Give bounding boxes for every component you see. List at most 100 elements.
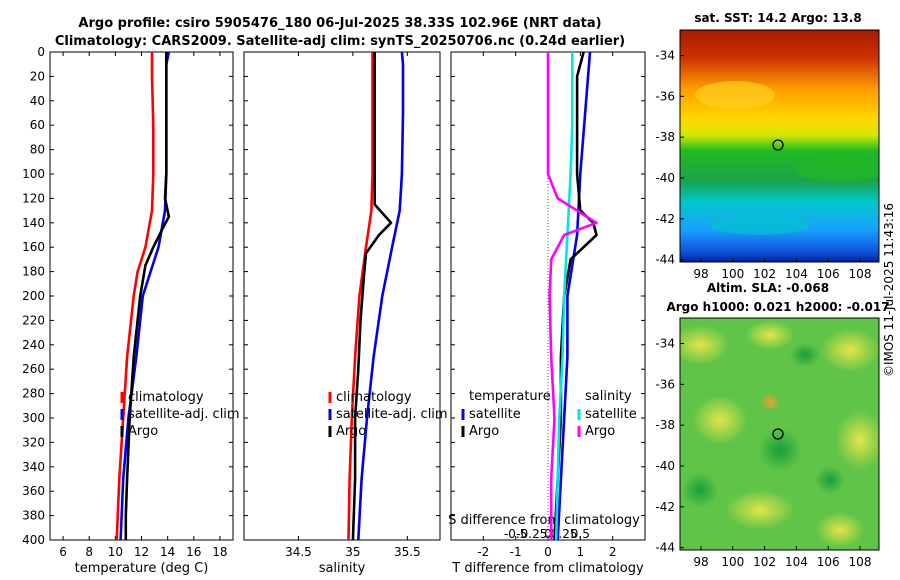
map-y-tick-label: -34 [655, 337, 675, 351]
y-tick-label: 300 [22, 411, 45, 425]
sla-blob [790, 343, 820, 367]
s-tick-label: 0.5 [571, 527, 590, 541]
main-title-line1: Argo profile: csiro 5905476_180 06-Jul-2… [78, 16, 601, 31]
legend-label: climatology [128, 390, 204, 405]
x-tick-label: 35.5 [394, 545, 421, 559]
y-tick-label: 280 [22, 387, 45, 401]
y-tick-label: 80 [30, 143, 45, 157]
legend-label: satellite [585, 407, 637, 422]
map-x-tick-label: 106 [817, 555, 840, 569]
y-tick-label: 40 [30, 94, 45, 108]
y-tick-label: 100 [22, 167, 45, 181]
sla-argo-marker [772, 428, 784, 440]
map-x-tick-label: 108 [849, 267, 872, 281]
legend-label: satellite-adj. clim [336, 407, 448, 422]
series-line-temperature-satellite [556, 51, 592, 541]
x-tick-label: 10 [108, 545, 123, 559]
sla-blob [815, 512, 865, 548]
map-y-tick-label: -34 [655, 49, 675, 63]
y-tick-label: 200 [22, 289, 45, 303]
series-line-argo [351, 52, 393, 541]
series-line-argo [124, 52, 171, 540]
sst-title: sat. SST: 14.2 Argo: 13.8 [694, 11, 861, 25]
salinity-panel: 34.5 35 35.5 salinity climatology satellite-a… [243, 51, 448, 576]
map-x-tick-label: 102 [753, 267, 776, 281]
y-tick-label: 20 [30, 69, 45, 83]
s-tick-label: 0 [544, 527, 552, 541]
sst-warm-patch [695, 81, 775, 109]
s-tick-label: -0.5 [504, 527, 527, 541]
map-y-tick-label: -36 [655, 377, 675, 391]
legend-label: Argo [128, 424, 158, 439]
map-x-tick-label: 100 [721, 555, 744, 569]
x-tick-label: 18 [212, 545, 227, 559]
map-x-tick-label: 98 [693, 267, 708, 281]
x-tick-label: 0 [544, 545, 552, 559]
series-line-satellite-adj-clim [357, 51, 405, 541]
legend-title-salinity: salinity [585, 389, 632, 404]
x-axis-label: temperature (deg C) [75, 561, 209, 576]
y-tick-label: 340 [22, 460, 45, 474]
y-tick-label: 240 [22, 338, 45, 352]
sla-map [680, 318, 879, 550]
sst-cool-patch [795, 158, 879, 182]
sla-title-1: Altim. SLA: -0.068 [707, 281, 829, 295]
watermark: ©IMOS 11-Jul-2025 11:43:16 [882, 203, 896, 377]
temperature-panel: 0 20 40 60 80 100 120 140 160 180 200 220 240 260 280 3… [22, 45, 240, 576]
sla-axes: 98 100 102 104 106 108 -34 -36 -38 -40 -42 -44 [655, 337, 871, 569]
sla-blob [820, 328, 879, 372]
map-y-tick-label: -42 [655, 500, 675, 514]
map-y-tick-label: -38 [655, 130, 675, 144]
x-tick-label: -1 [510, 545, 522, 559]
sst-map [680, 30, 879, 262]
main-title-line2: Climatology: CARS2009. Satellite-adj cli… [55, 34, 625, 49]
y-tick-label: 180 [22, 265, 45, 279]
x-axis-label: T difference from climatology [451, 561, 644, 576]
series-line-salinity-argo [546, 52, 598, 540]
s-axis-label: S difference from climatology [448, 513, 640, 528]
sst-map-frame [679, 29, 880, 263]
sla-blob [682, 472, 718, 508]
map-y-tick-label: -44 [655, 253, 675, 267]
y-tick-label: 160 [22, 240, 45, 254]
series-line-temperature-argo [553, 51, 598, 541]
map-y-tick-label: -36 [655, 89, 675, 103]
legend-label: climatology [336, 390, 412, 405]
map-x-tick-label: 100 [721, 267, 744, 281]
map-y-tick-label: -40 [655, 171, 675, 185]
map-x-tick-label: 106 [817, 267, 840, 281]
legend-label: Argo [585, 424, 615, 439]
map-x-tick-label: 98 [693, 555, 708, 569]
y-tick-label: 400 [22, 533, 45, 547]
series-line-salinity-satellite [554, 52, 574, 541]
sst-argo-marker [772, 139, 784, 151]
map-y-tick-label: -40 [655, 459, 675, 473]
legend-label: Argo [336, 424, 366, 439]
legend-label: satellite [469, 407, 521, 422]
map-y-tick-label: -38 [655, 418, 675, 432]
plot-area [243, 51, 441, 541]
map-y-tick-label: -42 [655, 212, 675, 226]
sla-blob [745, 320, 795, 350]
sst-axes: 98 100 102 104 106 108 -34 -36 -38 -40 -42 -44 [655, 49, 871, 281]
legend-label: satellite-adj. clim [128, 407, 240, 422]
map-x-tick-label: 104 [785, 555, 808, 569]
sla-blob [815, 466, 845, 494]
series-line-climatology [347, 52, 374, 541]
sst-cold-patch [710, 215, 810, 235]
sla-blob [758, 428, 802, 472]
map-x-tick-label: 104 [785, 267, 808, 281]
map-y-tick-label: -44 [655, 541, 675, 555]
sla-blob [680, 325, 730, 365]
y-tick-label: 380 [22, 509, 45, 523]
y-tick-label: 260 [22, 362, 45, 376]
x-tick-label: 14 [160, 545, 175, 559]
y-tick-label: 140 [22, 216, 45, 230]
sla-blob [692, 395, 748, 445]
legend-label: Argo [469, 424, 499, 439]
x-tick-label: 2 [609, 545, 617, 559]
sla-blob [835, 410, 879, 470]
sla-map-frame [679, 317, 880, 551]
x-tick-label: 35 [345, 545, 360, 559]
y-tick-label: 0 [37, 45, 45, 59]
